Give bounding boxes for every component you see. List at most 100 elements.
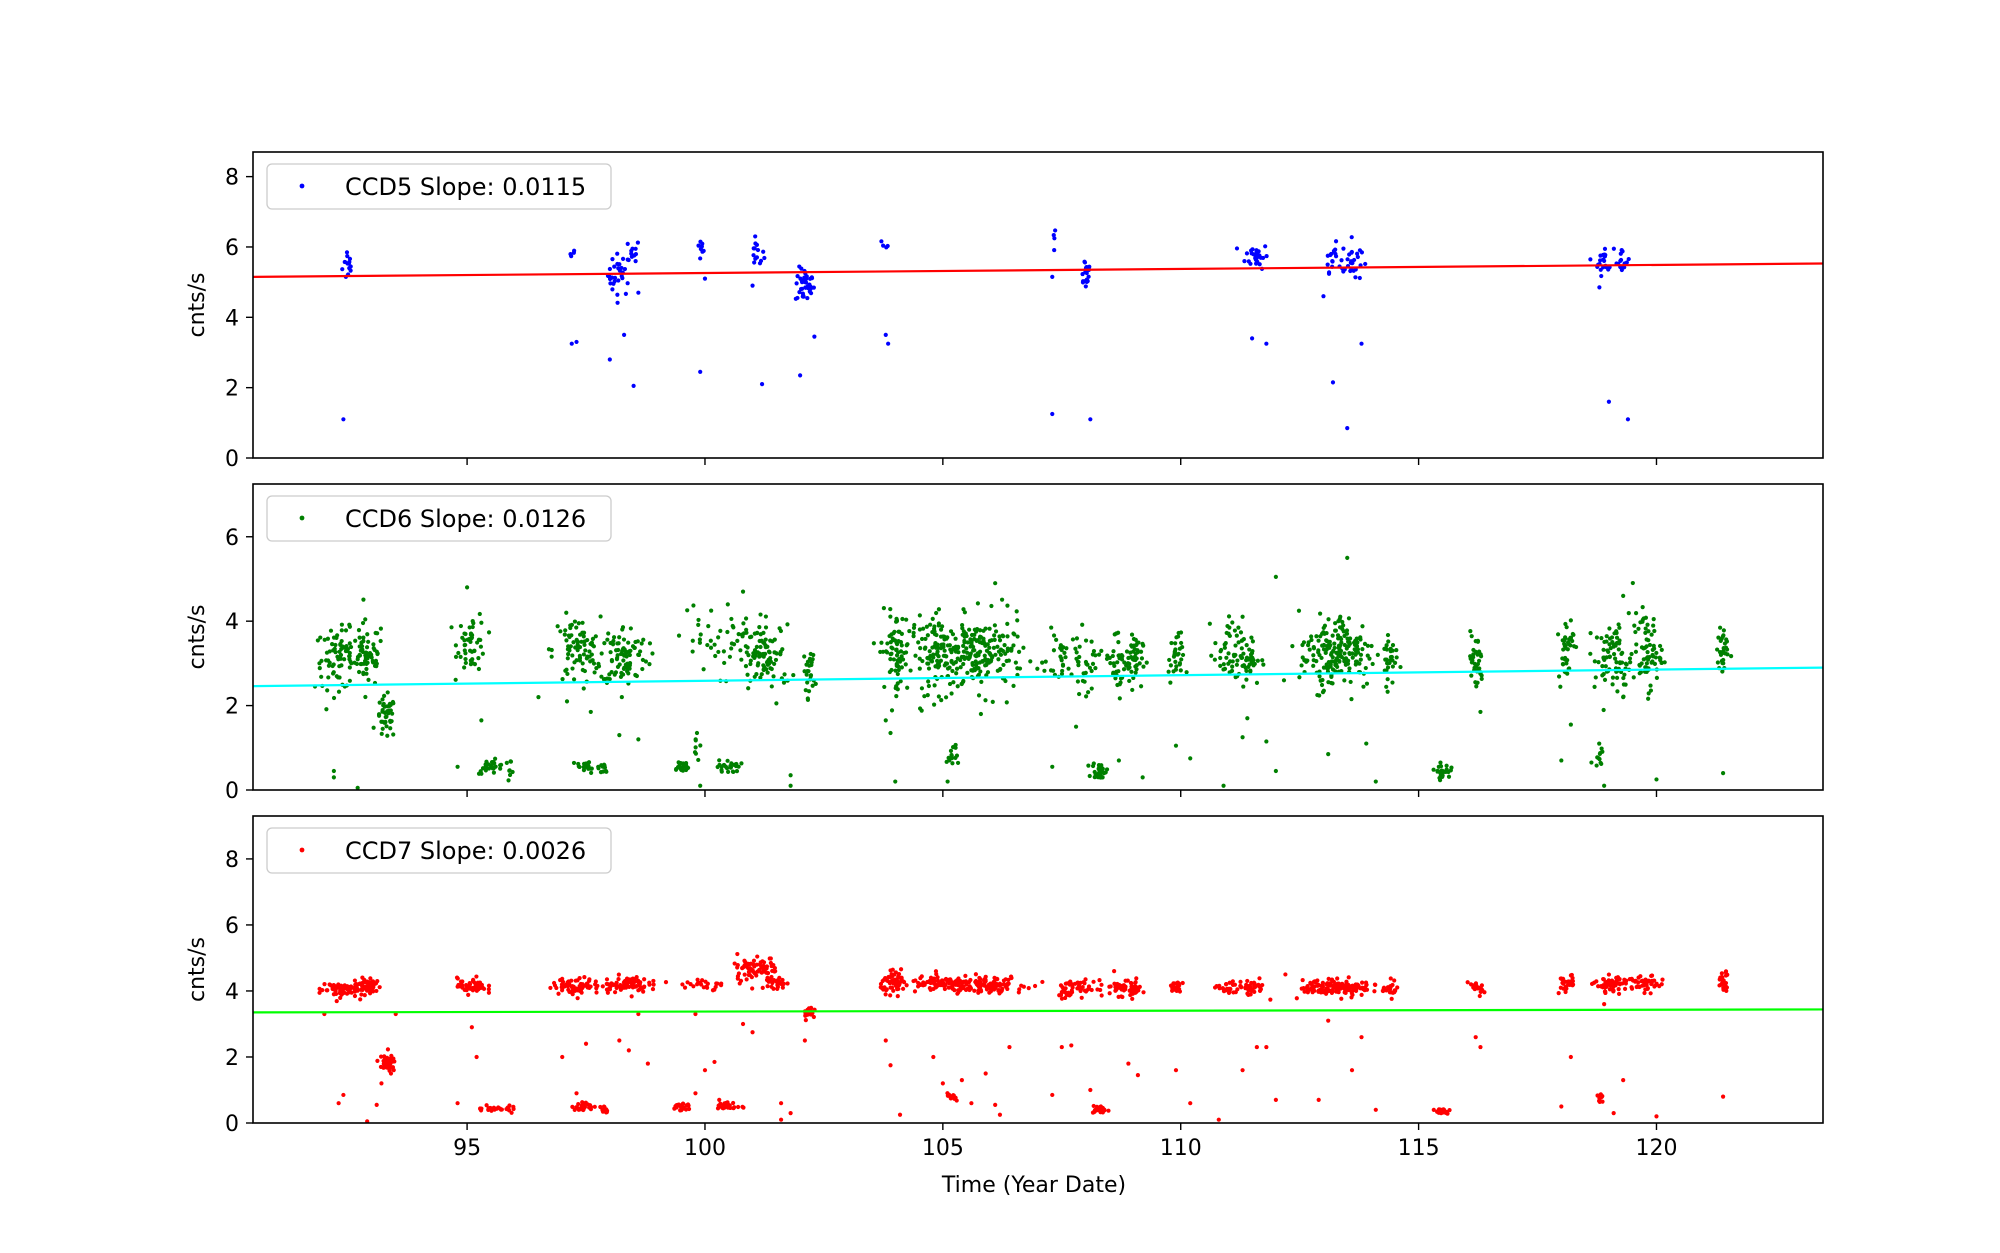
data-point [353, 638, 358, 643]
data-point [380, 726, 385, 731]
data-point [1629, 986, 1635, 991]
data-point [361, 597, 366, 602]
data-point [922, 694, 927, 699]
data-point [1007, 1044, 1012, 1050]
data-point [717, 1097, 722, 1102]
data-point [936, 623, 941, 628]
data-point [1619, 267, 1624, 273]
data-point [589, 766, 594, 771]
data-point [356, 628, 362, 633]
data-point [1618, 661, 1623, 666]
data-point [336, 657, 341, 662]
data-point [788, 1111, 793, 1116]
data-point [332, 646, 337, 652]
data-point [896, 650, 901, 655]
data-point [878, 649, 883, 655]
data-point [578, 981, 583, 987]
data-point [1611, 988, 1616, 993]
data-point [1346, 975, 1351, 980]
data-point [474, 1054, 479, 1060]
data-point [1302, 658, 1307, 663]
data-point [931, 652, 936, 657]
data-point [702, 276, 708, 281]
data-point [971, 648, 976, 653]
data-point [1648, 688, 1654, 693]
data-point [467, 981, 472, 986]
data-point [995, 668, 1000, 673]
data-point [1574, 644, 1579, 650]
data-point [940, 624, 945, 629]
data-point [1168, 663, 1173, 668]
data-point [883, 718, 888, 723]
data-point [505, 1107, 511, 1112]
data-point [1119, 657, 1125, 662]
data-point [581, 686, 586, 691]
data-point [388, 1071, 394, 1076]
data-point [886, 341, 891, 346]
data-point [570, 666, 575, 671]
data-point [621, 658, 626, 663]
data-point [1329, 977, 1335, 982]
data-point [975, 638, 980, 643]
data-point [1622, 979, 1627, 984]
data-point [769, 984, 774, 989]
data-point [370, 980, 375, 985]
data-point [1349, 250, 1354, 255]
data-point [556, 991, 561, 996]
data-point [947, 980, 952, 986]
data-point [704, 984, 709, 989]
data-point [346, 990, 351, 995]
data-point [511, 1104, 516, 1109]
data-point [647, 662, 652, 667]
data-point [1144, 660, 1149, 665]
data-point [580, 620, 585, 625]
data-point [753, 234, 758, 239]
data-point [570, 653, 575, 658]
data-point [1089, 987, 1094, 993]
data-point [921, 626, 926, 631]
data-point [777, 975, 782, 980]
data-point [1224, 630, 1229, 636]
data-point [587, 985, 592, 991]
data-point [331, 662, 336, 667]
data-point [938, 627, 944, 632]
data-point [1311, 653, 1316, 658]
y-tick-label: 4 [225, 980, 239, 1005]
data-point [1247, 647, 1252, 652]
data-point [992, 623, 997, 628]
data-point [1638, 670, 1644, 675]
data-point [633, 246, 638, 251]
data-point [650, 651, 655, 656]
data-point [734, 769, 740, 774]
data-point [1050, 274, 1055, 279]
data-point [1127, 678, 1132, 684]
data-point [750, 969, 756, 974]
data-point [1063, 655, 1068, 660]
y-tick-label: 2 [225, 1046, 239, 1071]
data-point [1334, 656, 1339, 661]
data-point [1134, 976, 1139, 981]
data-point [715, 981, 720, 986]
data-point [560, 676, 565, 682]
data-point [1659, 647, 1664, 653]
data-point [987, 645, 992, 650]
data-point [572, 1107, 577, 1112]
data-point [1364, 681, 1370, 686]
data-point [912, 622, 917, 628]
data-point [363, 694, 368, 700]
data-point [676, 633, 682, 638]
data-point [740, 634, 745, 639]
data-point [996, 657, 1001, 662]
data-point [685, 608, 690, 613]
data-point [635, 240, 641, 245]
data-point [1080, 280, 1086, 285]
data-point [965, 650, 970, 655]
data-point [701, 667, 706, 672]
data-point [1222, 645, 1227, 650]
data-point [898, 640, 904, 645]
data-point [1083, 977, 1088, 982]
data-point [338, 988, 343, 994]
data-point [587, 1105, 592, 1110]
data-point [1643, 615, 1649, 620]
